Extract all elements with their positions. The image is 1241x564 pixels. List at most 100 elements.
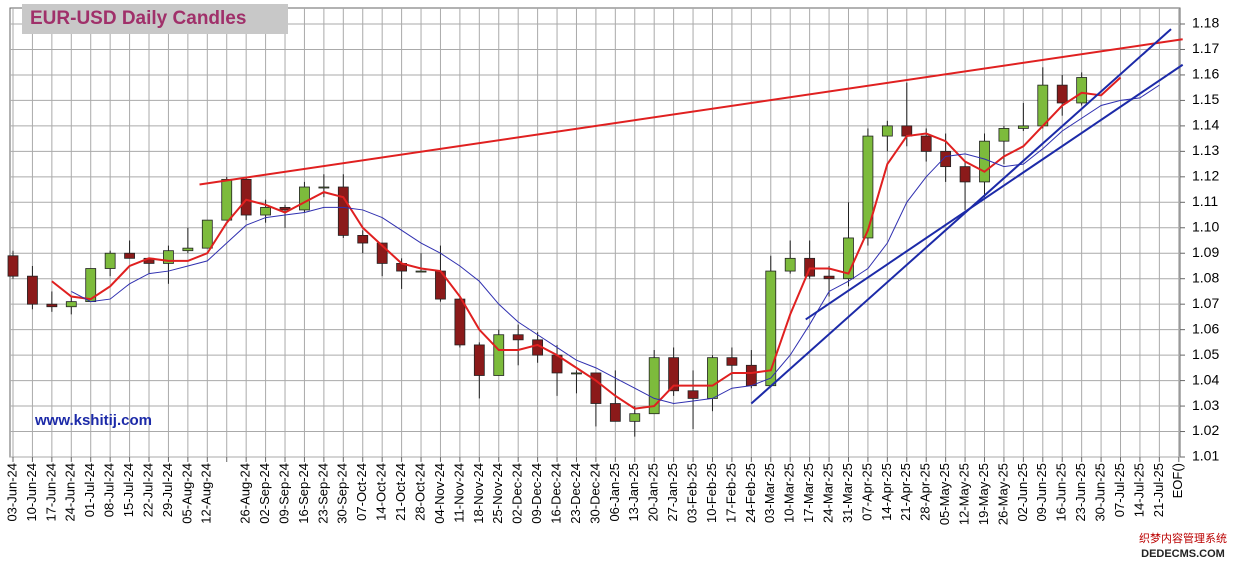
watermark-box xyxy=(1126,531,1241,564)
y-tick-label: 1.11 xyxy=(1192,193,1218,209)
candle-body xyxy=(473,344,485,376)
x-tick-label: 02-Dec-24 xyxy=(510,463,525,524)
candle-body xyxy=(668,357,680,392)
x-tick-label: 12-May-25 xyxy=(957,463,972,525)
candle-body xyxy=(318,186,330,189)
x-tick-label: 15-Jul-24 xyxy=(121,463,136,517)
candle-body xyxy=(7,255,19,277)
candle-body xyxy=(279,206,291,211)
x-tick-label: 19-May-25 xyxy=(976,463,991,525)
x-tick-label: 14-Oct-24 xyxy=(374,463,389,521)
trend-line xyxy=(199,38,1183,186)
x-tick-label: 02-Jun-25 xyxy=(1015,463,1030,522)
candle-body xyxy=(707,357,718,399)
candle-body xyxy=(221,178,233,221)
x-tick-label: 01-Jul-24 xyxy=(82,463,97,517)
trend-line xyxy=(750,28,1172,405)
x-tick-label: 09-Dec-24 xyxy=(529,463,544,524)
x-tick-label: 24-Jun-24 xyxy=(63,463,78,522)
y-tick-label: 1.18 xyxy=(1192,15,1219,31)
candle-body xyxy=(862,135,874,239)
candle-body xyxy=(27,275,38,305)
x-tick-label: 09-Sep-24 xyxy=(276,463,291,524)
x-tick-label: 07-Jul-25 xyxy=(1112,463,1127,517)
y-tick-label: 1.10 xyxy=(1192,218,1219,234)
candle-body xyxy=(648,357,660,415)
x-tick-label: 26-May-25 xyxy=(995,463,1010,525)
x-tick-label: 11-Nov-24 xyxy=(451,463,466,523)
candle-body xyxy=(182,247,194,252)
candle-body xyxy=(804,257,816,277)
x-tick-label: 27-Jan-25 xyxy=(665,463,680,522)
x-tick-label: 10-Mar-25 xyxy=(782,463,797,523)
candle-body xyxy=(920,135,932,152)
y-tick-label: 1.02 xyxy=(1192,422,1219,438)
x-tick-label: 23-Dec-24 xyxy=(568,463,583,524)
x-tick-label: 17-Mar-25 xyxy=(801,463,816,523)
candle-body xyxy=(454,298,466,346)
x-tick-label: 16-Dec-24 xyxy=(548,463,563,524)
x-tick-label: 28-Oct-24 xyxy=(412,463,427,521)
y-tick-label: 1.14 xyxy=(1192,117,1219,133)
x-tick-label: 21-Apr-25 xyxy=(898,463,913,521)
y-tick-label: 1.13 xyxy=(1192,142,1219,158)
x-tick-label: 08-Jul-24 xyxy=(102,463,117,517)
x-tick-label: 23-Jun-25 xyxy=(1073,463,1088,522)
x-tick-label: 03-Feb-25 xyxy=(684,463,699,523)
candle-body xyxy=(1037,84,1049,127)
x-tick-label: 18-Nov-24 xyxy=(471,463,486,524)
x-tick-label: 03-Jun-24 xyxy=(4,463,19,522)
trend-line xyxy=(805,63,1184,321)
x-tick-label: 12-Aug-24 xyxy=(199,463,214,524)
x-tick-label: 07-Apr-25 xyxy=(859,463,874,521)
candle-body xyxy=(590,372,602,404)
marks xyxy=(7,28,1184,437)
x-tick-label: 22-Jul-24 xyxy=(140,463,155,517)
title-box xyxy=(22,4,288,34)
y-tick-label: 1.09 xyxy=(1192,244,1219,260)
candle-body xyxy=(609,403,621,422)
candle-body xyxy=(940,150,952,168)
candle-body xyxy=(104,252,116,269)
x-tick-label: 26-Aug-24 xyxy=(238,463,253,524)
candle-body xyxy=(901,125,913,137)
y-tick-label: 1.05 xyxy=(1192,346,1219,362)
candle-body xyxy=(823,275,835,280)
candle-body xyxy=(998,128,1010,142)
x-tick-label: 03-Mar-25 xyxy=(762,463,777,523)
x-tick-label: 17-Feb-25 xyxy=(723,463,738,523)
candle-body xyxy=(843,237,854,280)
x-tick-label: 10-Feb-25 xyxy=(704,463,719,523)
candle-body xyxy=(65,301,77,308)
candle-body xyxy=(979,140,990,183)
candle-body xyxy=(687,390,699,399)
x-tick-label: 05-May-25 xyxy=(937,463,952,525)
candle-body xyxy=(571,372,582,375)
x-tick-label: 24-Mar-25 xyxy=(820,463,835,523)
candle-body xyxy=(124,252,135,259)
candle-body xyxy=(1076,77,1088,104)
x-tick-label: 21-Jul-25 xyxy=(1151,463,1166,517)
x-tick-label: 23-Sep-24 xyxy=(315,463,330,524)
x-tick-label: 28-Apr-25 xyxy=(918,463,933,521)
candle-body xyxy=(163,250,174,264)
x-tick-label: 31-Mar-25 xyxy=(840,463,855,523)
x-tick-label: 13-Jan-25 xyxy=(626,463,641,522)
x-tick-label: 16-Sep-24 xyxy=(296,463,311,524)
candle-body xyxy=(784,257,796,272)
x-tick-label: 25-Nov-24 xyxy=(490,463,505,524)
watermark: DEDECMS.COM xyxy=(1141,548,1225,560)
y-tick-label: 1.04 xyxy=(1192,371,1219,387)
y-tick-label: 1.16 xyxy=(1192,66,1219,82)
x-tick-label: 24-Feb-25 xyxy=(743,463,758,523)
chart-title: EUR-USD Daily Candles xyxy=(30,8,246,29)
x-tick-label: 05-Aug-24 xyxy=(179,463,194,524)
candle-body xyxy=(745,364,757,387)
x-tick-label: 30-Sep-24 xyxy=(335,463,350,524)
y-tick-label: 1.12 xyxy=(1192,168,1219,184)
candle-body xyxy=(1056,84,1068,104)
candle-body xyxy=(1017,125,1029,129)
candle-body xyxy=(726,357,738,366)
candle-body xyxy=(512,334,524,341)
